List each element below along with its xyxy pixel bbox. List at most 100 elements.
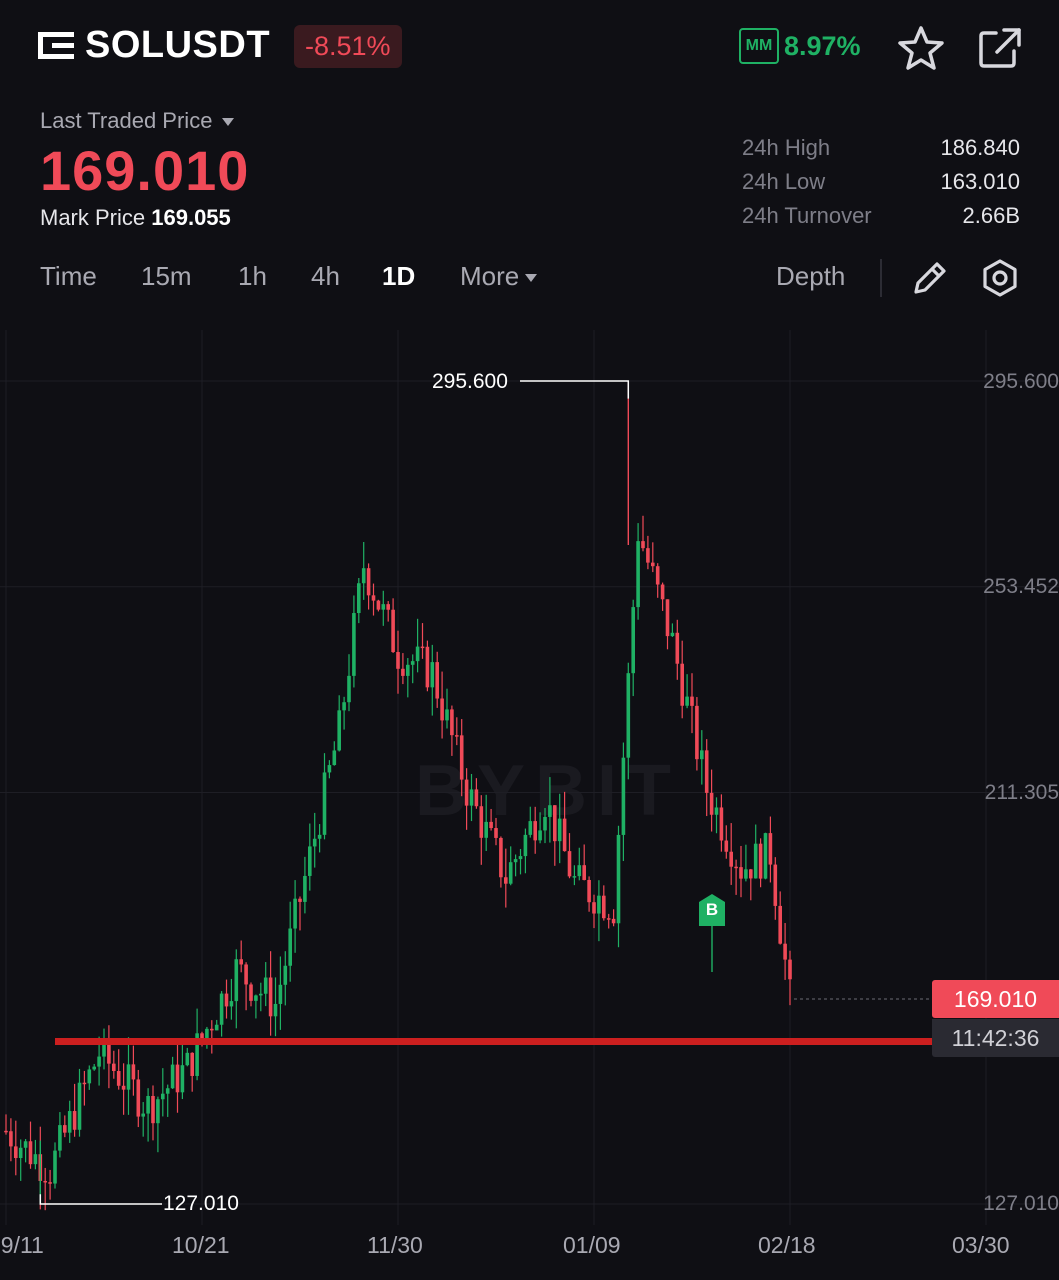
symbol-title[interactable]: SOLUSDT [85, 24, 271, 66]
candle [401, 653, 405, 685]
candle [263, 962, 268, 1007]
candle [210, 1020, 214, 1054]
candle [783, 923, 787, 980]
candlestick-chart[interactable] [0, 330, 1059, 1280]
candle [562, 791, 567, 852]
candle-body [572, 876, 577, 878]
menu-icon[interactable] [38, 30, 74, 62]
tab-depth[interactable]: Depth [776, 261, 846, 291]
candle [161, 1068, 165, 1117]
buy-marker[interactable]: B [699, 894, 725, 926]
candle-body [151, 1095, 155, 1124]
candle [464, 768, 469, 830]
candle-body [9, 1131, 13, 1147]
candle-body [14, 1146, 18, 1159]
candle [67, 1100, 72, 1143]
candle-body [494, 828, 498, 838]
candle-body [577, 865, 582, 877]
candle-body [602, 895, 606, 919]
candle-body [489, 821, 493, 829]
candle-body [18, 1147, 23, 1159]
candle [151, 1085, 155, 1141]
candle [543, 808, 547, 844]
tab-time[interactable]: Time [40, 261, 97, 291]
candle-body [410, 661, 415, 665]
stat-row-turnover: 24h Turnover 2.66B [742, 202, 1020, 236]
candle-body [165, 1088, 170, 1094]
candle [317, 824, 322, 853]
candle [592, 894, 596, 929]
candle-body [445, 709, 449, 721]
candle-body [386, 604, 390, 610]
candle [655, 563, 660, 598]
candle-body [116, 1070, 121, 1086]
candle [322, 753, 327, 840]
candle-body [190, 1052, 194, 1076]
candle-body [763, 833, 768, 879]
candle-body [528, 821, 533, 835]
buy-marker-label: B [705, 900, 719, 919]
tab-1d[interactable]: 1D [382, 261, 416, 291]
candle [577, 847, 582, 881]
candle [33, 1139, 38, 1170]
candle [131, 1045, 136, 1096]
candle [435, 651, 439, 708]
candle [582, 844, 586, 881]
candle-body [587, 879, 591, 903]
candle-body [685, 696, 689, 706]
candle [646, 535, 650, 570]
candle-body [391, 609, 395, 653]
last-traded-price-selector[interactable]: Last Traded Price [40, 108, 235, 134]
candle [303, 856, 307, 914]
y-tick-label: 253.452 [983, 575, 1059, 598]
candle-body [136, 1079, 141, 1117]
candle-body [327, 765, 332, 773]
candle-body [126, 1064, 131, 1090]
price-chart[interactable]: BYBIT 295.600 253.452 211.305 127.010 09… [0, 330, 1059, 1280]
tab-4h[interactable]: 4h [311, 261, 340, 291]
candle [548, 777, 552, 843]
candle [283, 951, 288, 1006]
external-link-icon[interactable] [976, 25, 1024, 71]
tab-more[interactable]: More [460, 261, 538, 292]
tab-1h[interactable]: 1h [238, 261, 267, 291]
change-badge: -8.51% [294, 25, 402, 68]
candle [337, 695, 341, 752]
candle-body [156, 1099, 160, 1124]
mm-value: 8.97% [784, 31, 861, 61]
candle-body [195, 1033, 199, 1076]
candle-body [28, 1141, 33, 1165]
candle-body [714, 807, 719, 815]
candle-body [92, 1066, 96, 1070]
candle-body [523, 834, 528, 857]
candle-body [200, 1033, 204, 1039]
stat-label: 24h Low [742, 169, 826, 194]
candle [214, 1019, 219, 1031]
pencil-icon[interactable] [910, 258, 950, 298]
candle-body [317, 834, 322, 839]
stat-label: 24h High [742, 135, 831, 160]
candle [690, 673, 694, 734]
candle-body [597, 895, 601, 914]
candle-body [626, 673, 631, 758]
candle-body [214, 1024, 219, 1031]
candle [533, 806, 537, 854]
candle-body [749, 869, 753, 879]
candle [9, 1118, 13, 1162]
candle [376, 599, 381, 612]
mm-icon: MM [739, 28, 779, 64]
settings-icon[interactable] [980, 258, 1020, 298]
candle [381, 590, 386, 626]
candle-body [254, 995, 258, 1001]
tab-15m[interactable]: 15m [141, 261, 192, 291]
candle-body [224, 993, 229, 1007]
candle [704, 739, 709, 817]
candle-body [651, 562, 655, 567]
candle [43, 1167, 47, 1211]
candle [675, 619, 680, 680]
candle-body [67, 1111, 72, 1133]
star-icon[interactable] [897, 25, 945, 71]
candle [406, 658, 410, 698]
candle [180, 1039, 185, 1100]
candle [48, 1169, 52, 1200]
